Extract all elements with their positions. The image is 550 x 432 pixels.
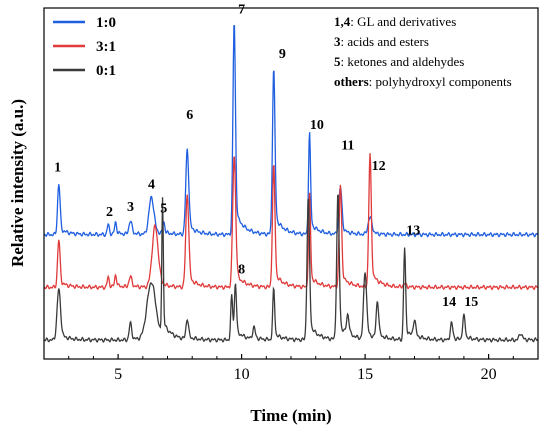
peak-label-9: 9 xyxy=(279,47,286,62)
peak-label-7: 7 xyxy=(238,3,245,18)
annotation-desc-3: : ketones and aldehydes xyxy=(341,54,465,69)
annotation-key-4: others xyxy=(334,74,369,89)
annotation-key-1: 1,4 xyxy=(334,14,351,29)
annotation-line-1: 1,4: GL and derivatives xyxy=(334,14,456,29)
y-axis-label: Relative intensity (a.u.) xyxy=(8,99,27,267)
legend-label-1: 1:0 xyxy=(96,15,116,31)
peak-label-10: 10 xyxy=(310,118,324,133)
compound-annotations: 1,4: GL and derivatives 3: acids and est… xyxy=(334,14,512,89)
x-tick-label: 5 xyxy=(114,366,122,383)
peak-label-3: 3 xyxy=(127,200,134,215)
annotation-desc-1: : GL and derivatives xyxy=(350,14,456,29)
x-tick-label: 10 xyxy=(234,366,250,383)
series-line-3-1 xyxy=(43,153,539,291)
peak-label-5: 5 xyxy=(160,202,167,217)
x-axis-ticks: 5 10 15 20 xyxy=(43,354,539,383)
peak-label-13: 13 xyxy=(406,224,420,239)
annotation-line-2: 3: acids and esters xyxy=(334,34,429,49)
peak-label-8: 8 xyxy=(238,263,245,278)
legend: 1:0 3:1 0:1 xyxy=(53,15,116,79)
annotation-desc-4: : polyhydroxyl components xyxy=(369,74,512,89)
annotation-line-3: 5: ketones and aldehydes xyxy=(334,54,464,69)
annotation-key-3: 5 xyxy=(334,54,341,69)
peak-label-11: 11 xyxy=(341,139,354,154)
peak-label-4: 4 xyxy=(148,178,155,193)
peak-label-14: 14 xyxy=(442,295,456,310)
series-line-0-1 xyxy=(43,194,539,343)
x-tick-label: 20 xyxy=(481,366,497,383)
peak-label-6: 6 xyxy=(186,108,193,123)
peak-label-2: 2 xyxy=(106,205,113,220)
annotation-line-4: others: polyhydroxyl components xyxy=(334,74,512,89)
peak-label-1: 1 xyxy=(54,161,61,176)
legend-label-3: 0:1 xyxy=(96,63,116,79)
annotation-key-2: 3 xyxy=(334,34,341,49)
x-tick-label: 15 xyxy=(357,366,373,383)
peak-label-15: 15 xyxy=(464,295,478,310)
peak-label-12: 12 xyxy=(372,159,386,174)
x-axis-label: Time (min) xyxy=(250,406,331,425)
series-traces xyxy=(43,25,539,343)
legend-label-2: 3:1 xyxy=(96,39,116,55)
annotation-desc-2: : acids and esters xyxy=(341,34,429,49)
series-line-1-0 xyxy=(43,25,539,238)
